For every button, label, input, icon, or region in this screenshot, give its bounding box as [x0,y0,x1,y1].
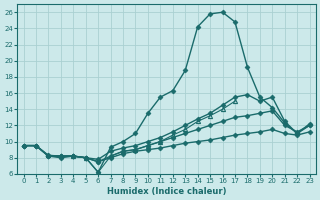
X-axis label: Humidex (Indice chaleur): Humidex (Indice chaleur) [107,187,226,196]
